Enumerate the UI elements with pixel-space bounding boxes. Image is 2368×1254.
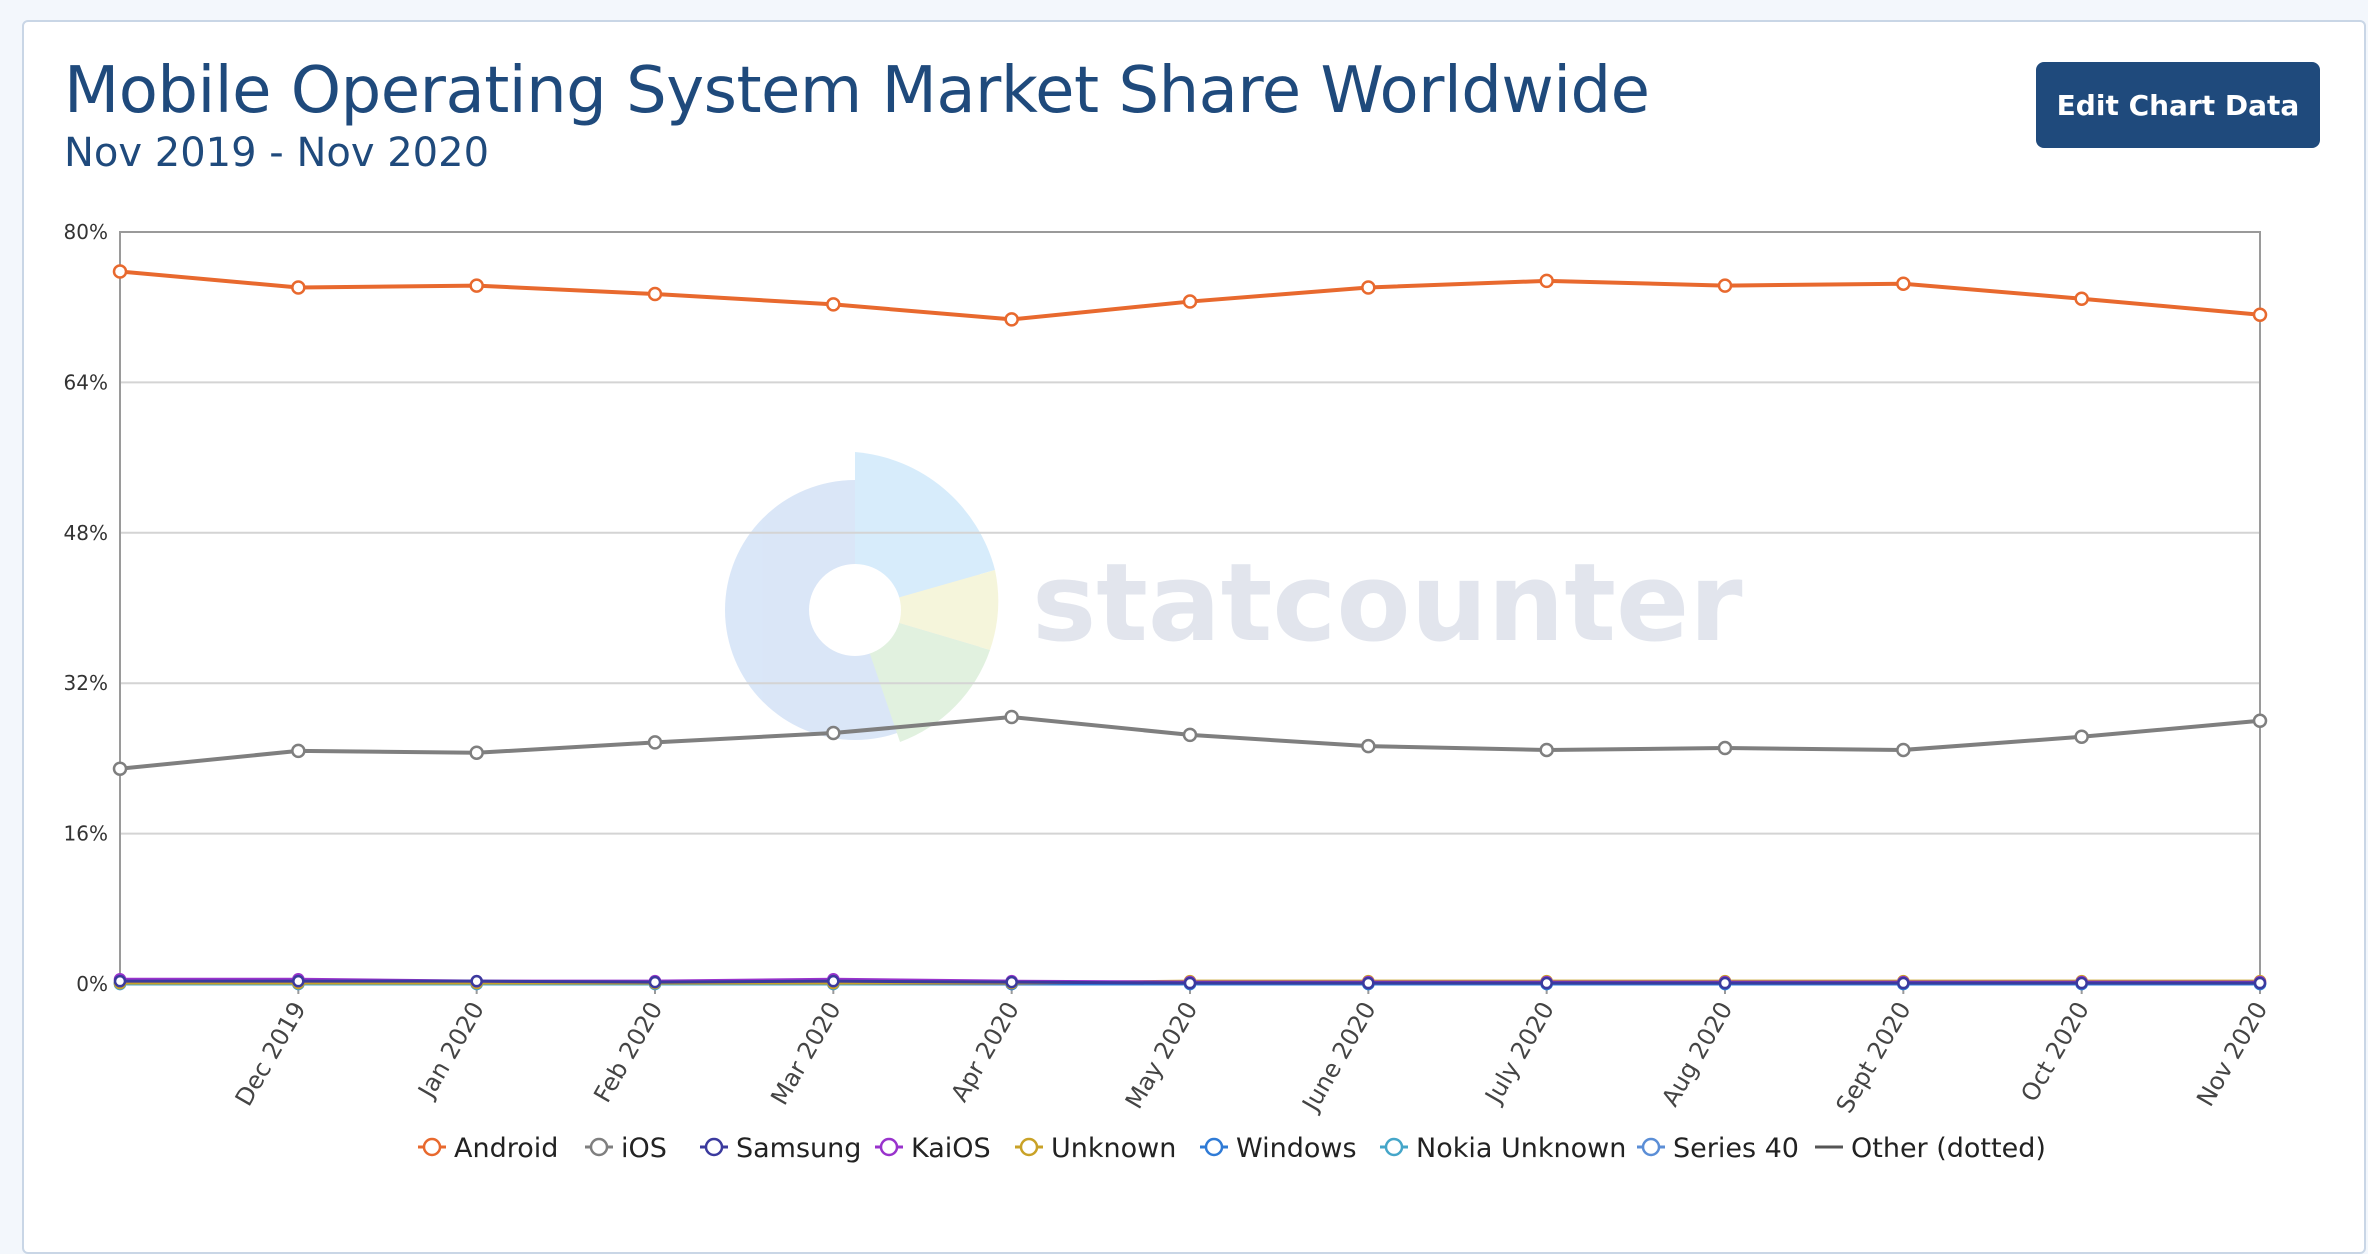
- legend-label: KaiOS: [911, 1133, 991, 1164]
- legend-circle-marker: [1019, 1137, 1039, 1157]
- legend-label: Windows: [1236, 1133, 1357, 1164]
- data-point[interactable]: [1897, 976, 1910, 990]
- y-tick-label: 80%: [64, 220, 108, 244]
- legend-circle-marker: [422, 1137, 442, 1157]
- legend-item[interactable]: iOS: [585, 1133, 667, 1164]
- y-tick-label: 32%: [64, 671, 108, 695]
- x-tick-label: Jan 2020: [412, 997, 490, 1104]
- edit-chart-data-button[interactable]: Edit Chart Data: [2036, 62, 2320, 148]
- legend-label: Unknown: [1051, 1133, 1176, 1164]
- data-point[interactable]: [1004, 709, 1019, 725]
- x-tick-label: Dec 2019: [230, 997, 312, 1111]
- data-point[interactable]: [1896, 742, 1911, 758]
- data-point[interactable]: [291, 280, 306, 295]
- y-tick-label: 64%: [64, 370, 108, 394]
- data-point[interactable]: [1718, 976, 1732, 990]
- data-point[interactable]: [2253, 976, 2267, 990]
- data-point[interactable]: [1539, 273, 1554, 289]
- x-tick-label: May 2020: [1120, 997, 1203, 1113]
- legend-item[interactable]: Android: [418, 1133, 558, 1164]
- legend-item[interactable]: Nokia Unknown: [1380, 1133, 1626, 1164]
- series-lines: [112, 264, 2268, 991]
- data-point[interactable]: [2252, 713, 2268, 729]
- data-point[interactable]: [826, 297, 841, 312]
- x-tick-label: Nov 2020: [2191, 997, 2273, 1111]
- x-tick-label: Oct 2020: [2016, 997, 2095, 1106]
- data-point[interactable]: [1362, 976, 1375, 990]
- data-point[interactable]: [1717, 740, 1733, 756]
- data-point[interactable]: [1361, 280, 1376, 295]
- data-point[interactable]: [826, 725, 841, 741]
- y-tick-label: 48%: [64, 521, 108, 545]
- legend-circle-marker: [1641, 1137, 1661, 1157]
- watermark-text: statcounter: [1032, 541, 1743, 666]
- legend-circle-marker: [1384, 1137, 1404, 1157]
- legend-label: Samsung: [736, 1133, 861, 1164]
- chart-card: [22, 20, 2366, 1254]
- data-point[interactable]: [1182, 727, 1198, 743]
- x-tick-label: Feb 2020: [588, 997, 668, 1107]
- legend-item[interactable]: Other (dotted): [1815, 1133, 2046, 1164]
- data-point[interactable]: [2074, 729, 2089, 745]
- y-tick-label: 0%: [76, 972, 108, 996]
- page-title: Mobile Operating System Market Share Wor…: [64, 54, 1650, 128]
- data-point[interactable]: [2074, 291, 2089, 306]
- legend-label: Android: [454, 1133, 558, 1164]
- legend-circle-marker: [879, 1137, 899, 1157]
- x-tick-label: July 2020: [1479, 997, 1560, 1110]
- watermark: statcounter: [725, 452, 1743, 742]
- x-tick-label: June 2020: [1296, 997, 1382, 1118]
- x-tick-label: Sept 2020: [1831, 997, 1917, 1118]
- data-point[interactable]: [1004, 312, 1019, 327]
- x-tick-label: Mar 2020: [765, 997, 846, 1110]
- x-tick-label: Apr 2020: [945, 997, 1024, 1106]
- legend-label: Other (dotted): [1851, 1133, 2046, 1164]
- x-tick-label: Aug 2020: [1656, 997, 1738, 1111]
- data-point[interactable]: [469, 745, 484, 761]
- legend-item[interactable]: Unknown: [1015, 1133, 1176, 1164]
- data-point[interactable]: [1896, 276, 1911, 291]
- data-point[interactable]: [112, 761, 128, 776]
- statcounter-logo-icon: [725, 452, 999, 742]
- data-point[interactable]: [291, 743, 306, 759]
- legend-item[interactable]: Series 40: [1637, 1133, 1799, 1164]
- legend-circle-marker: [704, 1137, 724, 1157]
- data-point[interactable]: [647, 735, 663, 750]
- data-point[interactable]: [1540, 976, 1553, 990]
- legend: Android iOS Samsung KaiOS Unknown Windows Noki…: [418, 1133, 2046, 1164]
- data-point[interactable]: [470, 974, 483, 988]
- legend-item[interactable]: KaiOS: [875, 1133, 991, 1164]
- data-point[interactable]: [1361, 738, 1376, 754]
- legend-label: Series 40: [1673, 1133, 1799, 1164]
- data-point[interactable]: [112, 264, 128, 279]
- data-point[interactable]: [113, 974, 127, 988]
- data-point[interactable]: [1717, 278, 1733, 293]
- data-point[interactable]: [1183, 976, 1197, 990]
- legend-circle-marker: [589, 1137, 609, 1157]
- data-point[interactable]: [292, 974, 305, 988]
- data-point[interactable]: [2252, 307, 2268, 322]
- legend-label: iOS: [621, 1133, 667, 1164]
- y-tick-label: 16%: [64, 822, 108, 846]
- data-point[interactable]: [647, 286, 663, 302]
- legend-item[interactable]: Samsung: [700, 1133, 861, 1164]
- data-point[interactable]: [1539, 742, 1554, 758]
- series-line-ios: [119, 715, 2261, 771]
- data-point[interactable]: [469, 278, 484, 293]
- data-point[interactable]: [648, 975, 662, 989]
- data-point[interactable]: [827, 974, 840, 988]
- data-point[interactable]: [2075, 976, 2088, 990]
- page-subtitle: Nov 2019 - Nov 2020: [64, 130, 490, 176]
- legend-circle-marker: [1204, 1137, 1224, 1157]
- data-point[interactable]: [1005, 975, 1018, 989]
- legend-label: Nokia Unknown: [1416, 1133, 1626, 1164]
- line-chart: statcounter 0% 16% 32% 48% 64% 80% Dec 2019 Jan…: [64, 220, 2274, 1164]
- data-point[interactable]: [1182, 294, 1198, 309]
- legend-item[interactable]: Windows: [1200, 1133, 1357, 1164]
